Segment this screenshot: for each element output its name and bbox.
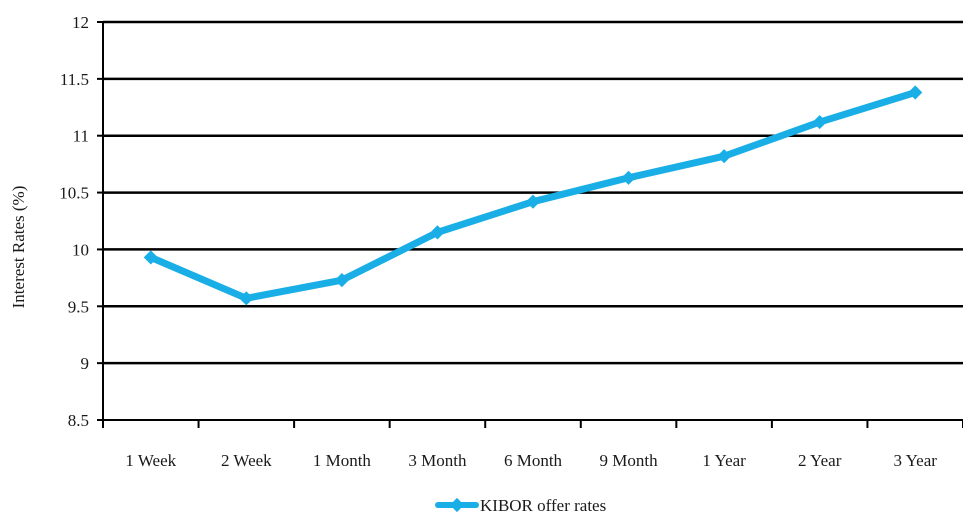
y-tick-labels: 8.5 9 9.5 10 10.5 11 11.5 12 [59, 13, 89, 430]
x-tick-label: 3 Month [408, 451, 467, 470]
legend[interactable]: KIBOR offer rates [435, 496, 606, 515]
y-axis-label: Interest Rates (%) [9, 186, 28, 309]
x-tick-label: 1 Week [125, 451, 176, 470]
y-tick-label: 8.5 [68, 411, 89, 430]
series-layer [143, 85, 923, 306]
data-point[interactable] [621, 170, 636, 185]
legend-diamond-marker [449, 497, 465, 513]
y-tick-label: 10.5 [59, 184, 89, 203]
y-tick-label: 11.5 [60, 70, 89, 89]
x-tick-label: 1 Year [702, 451, 746, 470]
data-point[interactable] [717, 149, 732, 164]
x-tick-label: 3 Year [893, 451, 937, 470]
x-tick-label: 2 Year [798, 451, 842, 470]
y-tick-label: 9 [81, 354, 90, 373]
data-point[interactable] [525, 194, 541, 209]
data-point[interactable] [239, 291, 254, 306]
data-point[interactable] [143, 250, 158, 265]
gridlines [103, 20, 963, 365]
data-point[interactable] [812, 114, 827, 130]
x-tick-labels: 1 Week 2 Week 1 Month 3 Month 6 Month 9 Month… [125, 451, 937, 470]
x-tick-label: 1 Month [313, 451, 372, 470]
data-point[interactable] [334, 273, 349, 288]
data-point[interactable] [908, 85, 923, 100]
data-point[interactable] [430, 225, 445, 240]
axes [97, 21, 963, 428]
legend-label-kibor: KIBOR offer rates [480, 496, 606, 515]
y-tick-label: 10 [72, 240, 89, 259]
y-tick-label: 9.5 [68, 297, 89, 316]
x-tick-label: 9 Month [600, 451, 659, 470]
x-tick-label: 2 Week [221, 451, 272, 470]
y-tick-label: 11 [73, 127, 89, 146]
legend-line-marker [435, 497, 479, 513]
x-tick-label: 6 Month [504, 451, 563, 470]
y-tick-label: 12 [72, 13, 89, 32]
